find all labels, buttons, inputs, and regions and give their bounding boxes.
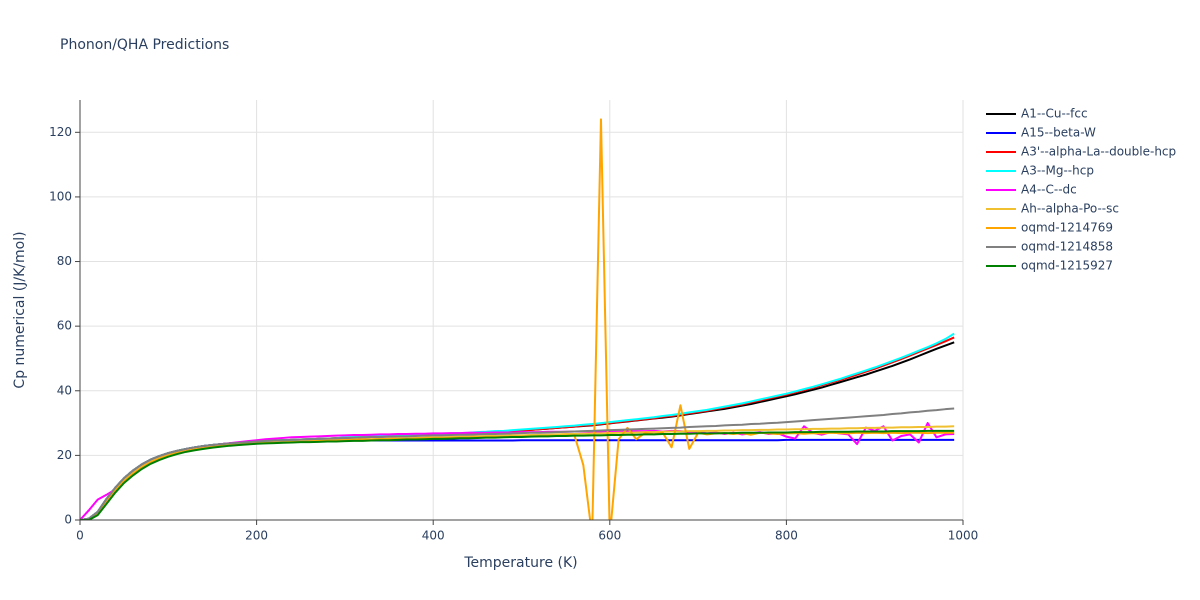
y-tick-label: 120 (49, 125, 72, 139)
y-tick-label: 20 (57, 448, 72, 462)
legend-label: A3'--alpha-La--double-hcp (1021, 145, 1176, 159)
plot-area (80, 118, 955, 520)
x-tick-label: 0 (76, 529, 84, 543)
legend-label: A15--beta-W (1021, 126, 1096, 140)
series-line (80, 407, 955, 520)
series-line (80, 438, 955, 520)
series-line (80, 332, 955, 520)
legend-label: Ah--alpha-Po--sc (1021, 202, 1119, 216)
y-axis-title: Cp numerical (J/K/mol) (12, 231, 28, 388)
legend-label: A3--Mg--hcp (1021, 164, 1094, 178)
grid (79, 100, 964, 521)
x-tick-label: 1000 (948, 529, 979, 543)
legend-label: A4--C--dc (1021, 183, 1077, 197)
chart-title: Phonon/QHA Predictions (60, 37, 229, 53)
y-tick-label: 100 (49, 189, 72, 203)
legend-label: A1--Cu--fcc (1021, 107, 1088, 121)
x-tick-label: 400 (422, 529, 445, 543)
y-tick-label: 80 (57, 254, 72, 268)
y-tick-label: 60 (57, 319, 72, 333)
x-tick-label: 600 (598, 529, 621, 543)
axes: 0 20 40 60 80 100 120 0 200 400 600 800 1000 (49, 100, 978, 543)
y-tick-label: 40 (57, 383, 72, 397)
x-axis-title: Temperature (K) (463, 555, 577, 571)
legend-label: oqmd-1214769 (1021, 221, 1113, 235)
series-line (80, 118, 955, 520)
legend-label: oqmd-1214858 (1021, 240, 1113, 254)
series-line (80, 429, 955, 520)
legend: A1--Cu--fcc A15--beta-W A3'--alpha-La--dou… (986, 107, 1176, 273)
y-tick-label: 0 (64, 513, 72, 527)
x-tick-label: 800 (775, 529, 798, 543)
legend-label: oqmd-1215927 (1021, 259, 1113, 273)
x-tick-label: 200 (245, 529, 268, 543)
